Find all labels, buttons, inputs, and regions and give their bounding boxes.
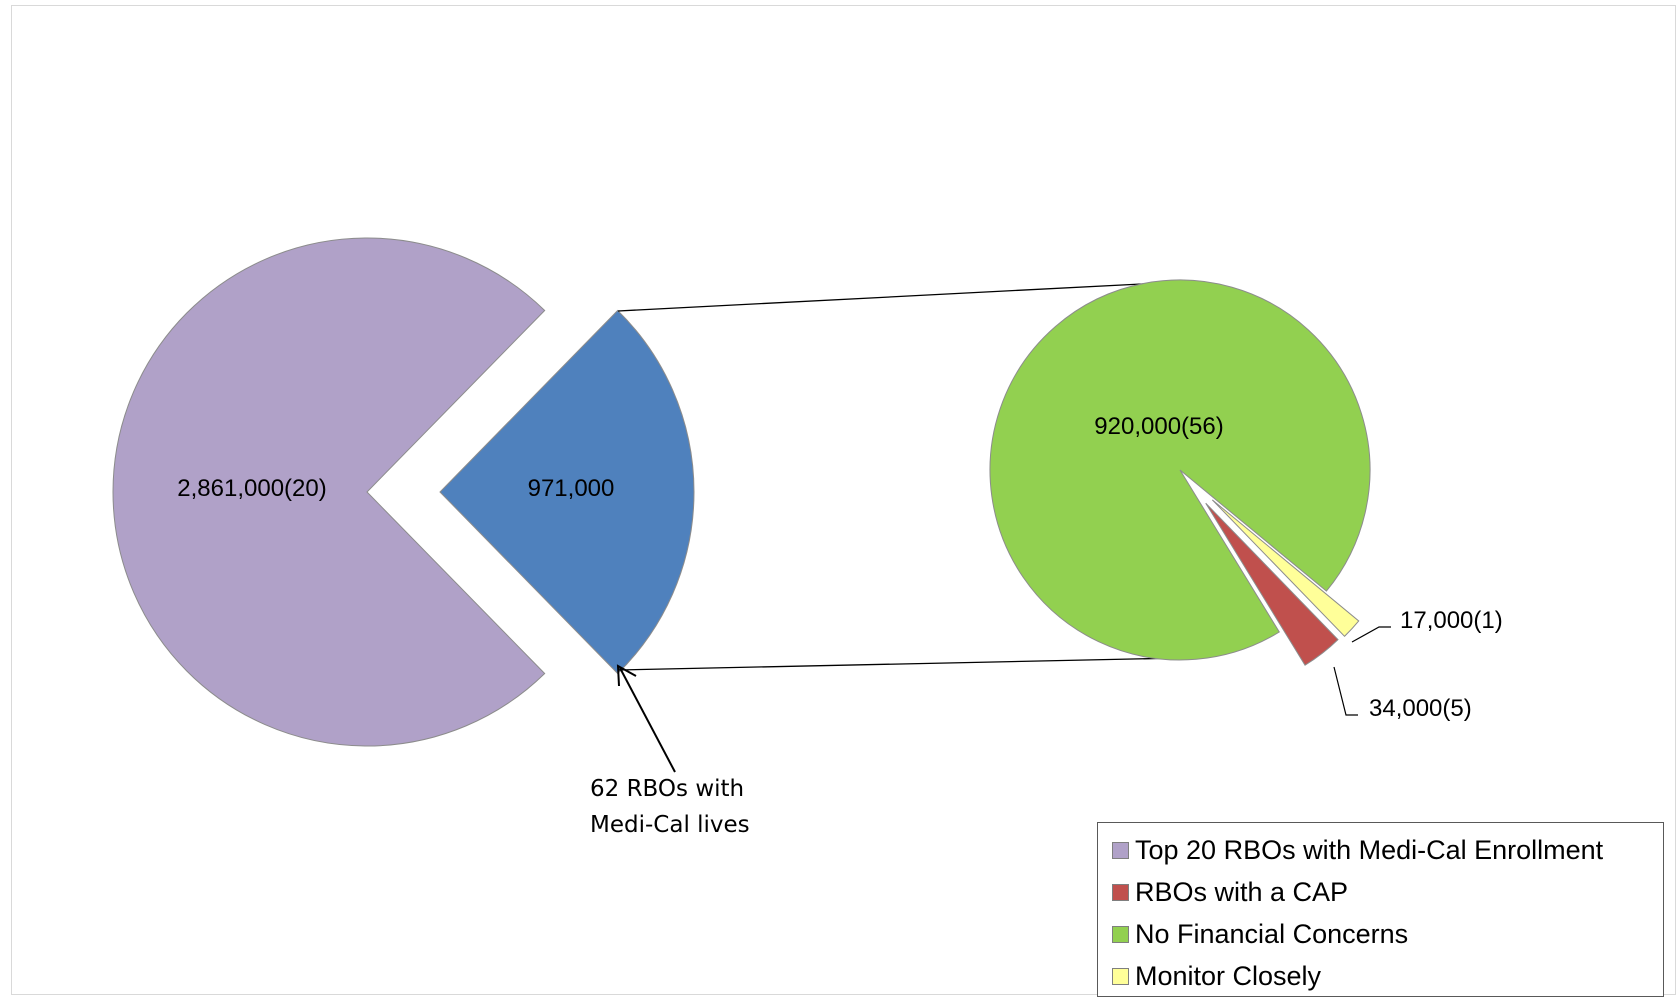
connector-bottom [617, 657, 1181, 671]
pie-slice-other [439, 309, 695, 675]
pie-slice-monitor-closely [1211, 499, 1360, 638]
slice-label-other: 971,000 [528, 475, 615, 502]
pie-slice-cap [1205, 502, 1339, 666]
legend-label: Top 20 RBOs with Medi-Cal Enrollment [1135, 834, 1604, 865]
pie-slice-top20 [112, 237, 546, 747]
main-pie [112, 237, 695, 747]
legend-item: RBOs with a CAP [1112, 871, 1663, 913]
annotation-arrowhead-icon [616, 664, 637, 687]
legend-label: Monitor Closely [1135, 960, 1322, 991]
legend: Top 20 RBOs with Medi-Cal Enrollment RBO… [1097, 822, 1664, 997]
slice-label-no-financial-concerns: 920,000(56) [1094, 413, 1223, 440]
slice-label-cap: 34,000(5) [1369, 695, 1472, 722]
leader-line-cap [1333, 666, 1358, 716]
annotation-line-1: 62 RBOs with [590, 776, 744, 802]
annotation-line-2: Medi-Cal lives [590, 812, 750, 838]
pie-slice-no-financial-concerns [989, 279, 1371, 661]
leader-line-monitor [1351, 626, 1391, 643]
connector-top [617, 281, 1181, 312]
legend-item: Monitor Closely [1112, 955, 1663, 997]
annotation-arrow [619, 667, 676, 773]
legend-label: RBOs with a CAP [1135, 876, 1349, 907]
legend-swatch [1112, 841, 1129, 859]
legend-swatch [1112, 925, 1129, 943]
connector-lines [617, 281, 1181, 671]
legend-item: No Financial Concerns [1112, 913, 1663, 955]
slice-label-top20: 2,861,000(20) [177, 475, 326, 502]
legend-label: No Financial Concerns [1135, 918, 1409, 949]
secondary-pie [989, 279, 1371, 666]
legend-swatch [1112, 883, 1129, 901]
legend-item: Top 20 RBOs with Medi-Cal Enrollment [1112, 829, 1663, 871]
slice-label-monitor-closely: 17,000(1) [1400, 607, 1503, 634]
legend-swatch [1112, 967, 1129, 985]
